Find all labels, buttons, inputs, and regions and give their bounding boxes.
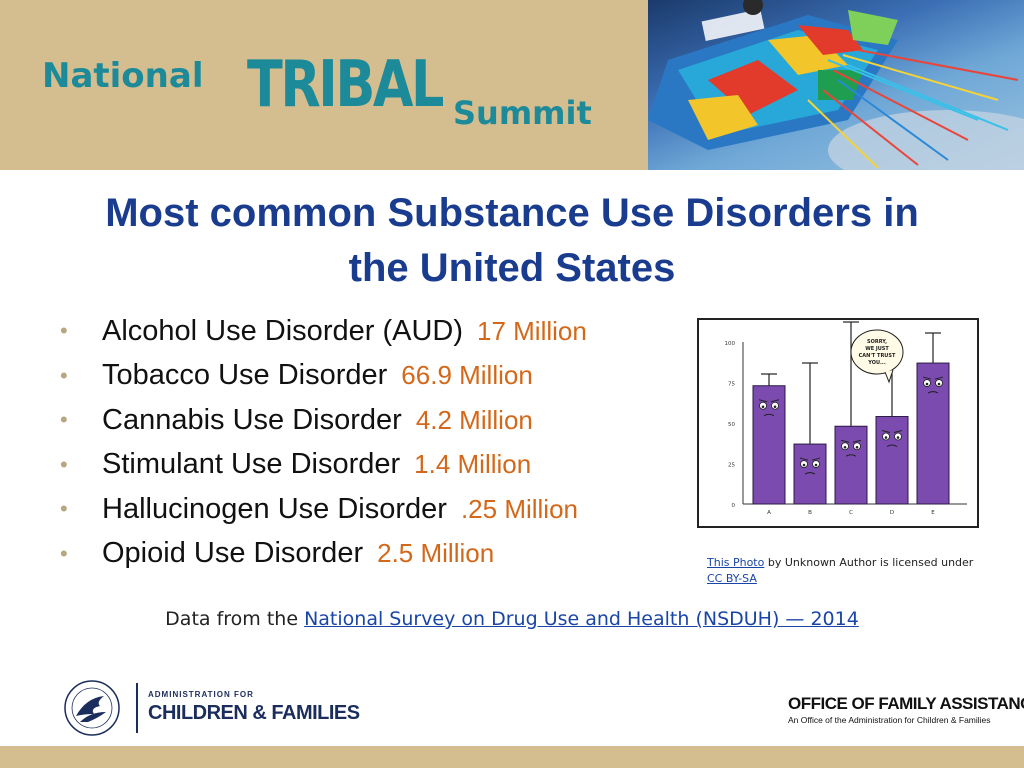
acf-big-text: CHILDREN & FAMILIES bbox=[148, 702, 360, 724]
cartoon-bar bbox=[793, 443, 827, 505]
cartoon-bar bbox=[916, 362, 950, 505]
disorder-count: 17 Million bbox=[477, 315, 587, 346]
disorder-count: 1.4 Million bbox=[414, 449, 532, 480]
disorder-count: .25 Million bbox=[460, 493, 579, 524]
disorder-count: 2.5 Million bbox=[377, 538, 495, 569]
list-item: • Stimulant Use Disorder 1.4 Million bbox=[60, 443, 587, 488]
cartoon-pupil bbox=[855, 445, 859, 449]
dancer-regalia-photo bbox=[648, 0, 1024, 170]
cartoon-x-label: E bbox=[931, 510, 935, 516]
logo-national-text: National bbox=[42, 56, 204, 96]
cartoon-pupil bbox=[884, 436, 888, 439]
ofa-title: OFFICE OF FAMILY ASSISTANCE bbox=[788, 694, 1024, 713]
bullet-glyph: • bbox=[60, 318, 68, 344]
cartoon-speech-tail bbox=[884, 369, 894, 384]
list-item: • Opioid Use Disorder 2.5 Million bbox=[60, 532, 587, 577]
cartoon-brow bbox=[881, 430, 891, 434]
cartoon-y-tick-label: 25 bbox=[728, 463, 735, 469]
logo-summit-text: Summit bbox=[453, 94, 592, 132]
cartoon-brow bbox=[758, 399, 768, 403]
cartoon-bar bbox=[752, 385, 786, 505]
source-prefix: Data from the bbox=[165, 608, 305, 630]
cartoon-x-label: A bbox=[767, 510, 771, 516]
header-band: National TRIBAL Summit bbox=[0, 0, 1024, 170]
cartoon-x-label: B bbox=[808, 510, 812, 516]
logo-divider bbox=[136, 683, 138, 733]
disorder-label: Stimulant Use Disorder bbox=[102, 448, 401, 481]
disorder-count: 66.9 Million bbox=[401, 360, 533, 391]
cartoon-bar bbox=[875, 416, 909, 505]
disorder-label: Opioid Use Disorder bbox=[102, 537, 364, 570]
cartoon-mouth bbox=[804, 472, 816, 475]
cartoon-y-tick-label: 0 bbox=[732, 503, 736, 509]
disorder-label: Hallucinogen Use Disorder bbox=[102, 492, 447, 525]
cartoon-speech-line: CAN'T TRUST bbox=[859, 353, 896, 359]
cartoon-brow bbox=[840, 439, 850, 443]
disorder-count: 4.2 Million bbox=[415, 404, 533, 435]
bullet-glyph: • bbox=[60, 362, 68, 388]
disorder-label: Alcohol Use Disorder (AUD) bbox=[102, 314, 463, 347]
cartoon-brow bbox=[922, 376, 932, 380]
acf-small-text: ADMINISTRATION FOR bbox=[148, 690, 254, 699]
cartoon-brow bbox=[799, 457, 809, 461]
list-item: • Hallucinogen Use Disorder .25 Million bbox=[60, 487, 587, 532]
cartoon-mouth bbox=[927, 391, 939, 394]
cartoon-y-tick-label: 100 bbox=[725, 341, 736, 347]
cartoon-brow bbox=[811, 457, 821, 461]
cartoon-y-tick-label: 75 bbox=[728, 382, 735, 388]
cartoon-mouth bbox=[886, 444, 898, 447]
cartoon-pupil bbox=[937, 382, 941, 386]
title-line-1: Most common Substance Use Disorders in bbox=[105, 191, 919, 235]
list-item: • Cannabis Use Disorder 4.2 Million bbox=[60, 398, 587, 443]
cartoon-pupil bbox=[773, 405, 777, 409]
cartoon-brow bbox=[852, 439, 862, 443]
cartoon-speech-line: WE JUST bbox=[865, 346, 889, 352]
disorder-list: • Alcohol Use Disorder (AUD) 17 Million • T… bbox=[60, 309, 587, 576]
bar-chart-cartoon-image[interactable]: 100 75 50 25 0 A B C D E SORRY, WE JUST CAN'T TRUST Y… bbox=[697, 318, 979, 528]
cartoon-speech-bubble bbox=[850, 329, 904, 375]
disorder-label: Cannabis Use Disorder bbox=[102, 403, 402, 436]
cartoon-pupil bbox=[896, 436, 900, 439]
this-photo-link[interactable]: This Photo bbox=[707, 556, 765, 569]
cc-by-sa-link[interactable]: CC BY-SA bbox=[707, 572, 757, 585]
list-item: • Alcohol Use Disorder (AUD) 17 Million bbox=[60, 309, 587, 354]
cartoon-brow bbox=[770, 399, 780, 403]
cartoon-pupil bbox=[925, 382, 929, 386]
bullet-glyph: • bbox=[60, 451, 68, 477]
ofa-logo: OFFICE OF FAMILY ASSISTANCE An Office of… bbox=[788, 694, 1024, 725]
footer-band bbox=[0, 746, 1024, 768]
bullet-glyph: • bbox=[60, 407, 68, 433]
cartoon-pupil bbox=[761, 405, 765, 409]
bullet-glyph: • bbox=[60, 496, 68, 522]
cartoon-brow bbox=[893, 430, 903, 434]
logo-tribal-text: TRIBAL bbox=[247, 48, 444, 122]
credit-text: by Unknown Author is licensed under bbox=[764, 556, 974, 569]
cartoon-speech-line: YOU... bbox=[867, 360, 886, 366]
cartoon-bar bbox=[834, 425, 868, 505]
title-line-2: the United States bbox=[348, 246, 676, 290]
disorder-label: Tobacco Use Disorder bbox=[102, 359, 388, 392]
cartoon-x-label: D bbox=[890, 510, 894, 516]
ofa-subtitle: An Office of the Administration for Chil… bbox=[788, 715, 991, 725]
cartoon-y-tick-label: 50 bbox=[728, 422, 735, 428]
cartoon-pupil bbox=[802, 463, 806, 467]
hhs-seal-icon bbox=[64, 680, 120, 736]
nsduh-link[interactable]: National Survey on Drug Use and Health (… bbox=[304, 608, 859, 630]
bullet-glyph: • bbox=[60, 540, 68, 566]
cartoon-speech-line: SORRY, bbox=[867, 339, 887, 345]
cartoon-pupil bbox=[843, 445, 847, 449]
cartoon-mouth bbox=[763, 413, 775, 417]
regalia-illustration bbox=[648, 0, 1024, 170]
cartoon-brow bbox=[934, 376, 944, 380]
slide-title: Most common Substance Use Disorders in t… bbox=[40, 186, 984, 296]
cartoon-mouth bbox=[845, 454, 857, 457]
photo-credit: This Photo by Unknown Author is licensed… bbox=[707, 555, 977, 587]
cartoon-x-label: C bbox=[849, 510, 853, 516]
cartoon-pupil bbox=[814, 463, 818, 467]
acf-logo-block: ADMINISTRATION FOR CHILDREN & FAMILIES bbox=[60, 678, 360, 738]
data-source-line: Data from the National Survey on Drug Us… bbox=[0, 608, 1024, 630]
list-item: • Tobacco Use Disorder 66.9 Million bbox=[60, 354, 587, 399]
